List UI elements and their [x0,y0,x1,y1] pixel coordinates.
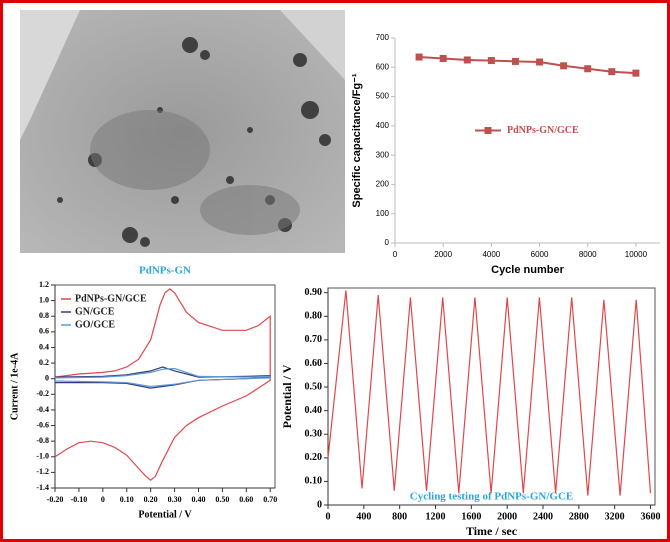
series-line [419,56,636,75]
y-tick-label: 500 [376,92,390,101]
x-tick-label: 2000 [497,511,517,522]
x-axis-label: Cycle number [491,264,564,276]
annotation: Cycling testing of PdNPs-GN/GCE [410,491,573,503]
y-tick-label: 0.90 [305,287,323,298]
y-tick-label: 700 [376,33,390,42]
y-tick-label: 0.8 [39,311,49,320]
point [560,62,568,70]
x-tick-label: 2000 [434,250,452,259]
y-tick-label: -0.4 [36,405,49,414]
x-tick-label: 2800 [569,511,589,522]
x-tick-label: 0.10 [120,495,134,504]
point [511,57,519,65]
legend-label: GN/GCE [75,306,115,317]
y-tick-label: -1.0 [36,452,49,461]
plot-area [395,38,660,243]
y-tick-label: 0.50 [305,381,323,392]
x-tick-label: 1200 [426,511,446,522]
y-tick-label: 400 [376,121,390,130]
point [439,55,447,62]
y-tick-label: -1.4 [36,483,49,492]
point [536,58,544,66]
point [584,65,592,73]
y-tick-label: -0.2 [36,389,49,398]
y-tick-label: 1.0 [39,295,49,304]
x-tick-label: 2400 [533,511,553,522]
y-tick-label: 0 [385,238,390,247]
point [632,69,640,77]
y-tick-label: -1.2 [36,467,49,476]
tem-image [20,10,345,253]
x-tick-label: -0.10 [71,495,88,504]
y-tick-label: 0.6 [39,327,49,336]
chart: 0 100 200 300 400 500 600 700 0 2000 4000 6000 8000 1… [351,33,660,276]
y-tick-label: 0.20 [305,452,323,463]
legend-marker [484,127,492,134]
y-tick-label: 0.70 [305,334,323,345]
y-tick-label: 0.80 [305,311,323,322]
chart: 1.21.00.80.60.40.20-0.2-0.4-0.6-0.8-1.0-… [9,265,277,521]
x-tick-label: 3600 [641,511,661,522]
series-line [54,288,271,481]
x-tick-label: 3200 [605,511,625,522]
x-tick-label: 10000 [625,250,648,259]
x-tick-label: 0.70 [263,495,277,504]
y-tick-label: 0.60 [305,358,323,369]
point [608,68,616,76]
y-tick-label: 0 [45,374,49,383]
y-tick-label: 300 [376,150,390,159]
plot-area [327,287,656,506]
series-line [327,290,652,496]
x-axis-label: Time / sec [466,524,518,538]
x-tick-label: 1600 [461,511,481,522]
x-tick-label: 8000 [579,250,597,259]
x-tick-label: -0.20 [47,495,64,504]
y-tick-label: 0.40 [305,405,323,416]
legend-label: PdNPs-GN/GCE [75,293,147,304]
y-tick-label: 0.10 [305,476,323,487]
point [487,57,495,65]
series-line [54,367,271,388]
x-tick-label: 0 [326,511,331,522]
x-tick-label: 0.20 [144,495,158,504]
y-axis-label: Potential / V [280,364,294,428]
y-tick-label: 0.30 [305,429,323,440]
series-line [54,366,271,389]
y-tick-label: 0 [317,499,322,510]
point [463,56,471,64]
x-tick-label: 0.50 [215,495,229,504]
chart: 0 0.10 0.20 0.30 0.40 0.50 0.60 0.70 0.80 0.90 0 40… [280,287,661,538]
y-tick-label: -0.8 [36,436,49,445]
y-tick-label: 0.2 [39,358,49,367]
x-tick-label: 400 [356,511,371,522]
x-tick-label: 0.60 [239,495,253,504]
x-tick-label: 4000 [482,250,500,259]
point [415,53,423,61]
x-tick-label: 6000 [531,250,549,259]
y-axis-label: Current / 1e-4A [9,352,20,420]
y-tick-label: 600 [376,62,390,71]
chart-title: PdNPs-GN [139,265,191,277]
x-tick-label: 0 [101,495,105,504]
y-tick-label: 1.2 [39,280,49,289]
x-tick-label: 0.40 [191,495,205,504]
y-axis-label: Specific capacitance/Fg⁻¹ [351,73,363,208]
y-tick-label: 0.4 [39,342,49,351]
legend-label: PdNPs-GN/GCE [507,125,579,136]
legend-label: GO/GCE [75,319,115,330]
y-tick-label: -0.6 [36,420,49,429]
x-tick-label: 0 [393,250,398,259]
x-tick-label: 800 [392,511,407,522]
x-axis-label: Potential / V [138,509,192,520]
y-tick-label: 100 [376,209,390,218]
x-tick-label: 0.30 [168,495,182,504]
y-tick-label: 200 [376,180,390,189]
